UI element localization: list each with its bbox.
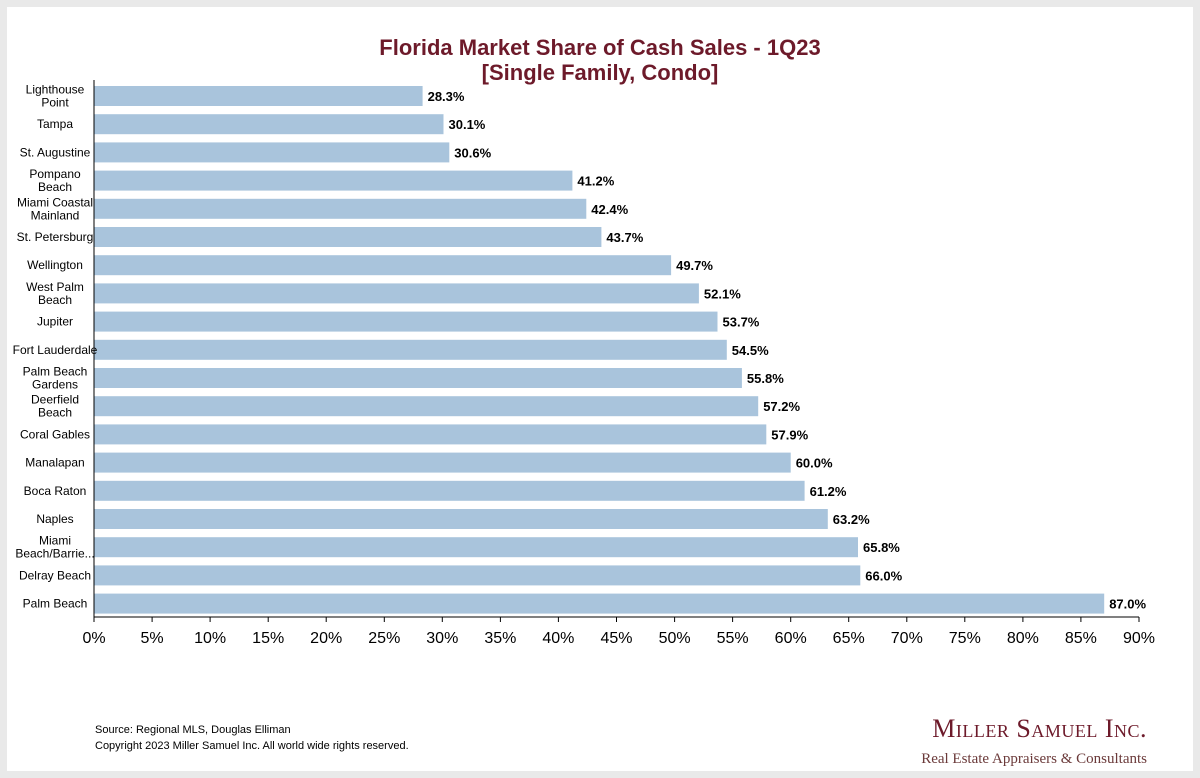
category-label: Lighthouse Point — [26, 83, 85, 110]
x-tick-label: 50% — [659, 630, 691, 647]
category-label: Miami Coastal Mainland — [17, 195, 93, 222]
category-label: West Palm Beach — [26, 280, 84, 307]
bar-value-label: 28.3% — [428, 89, 465, 104]
category-label: Miami Beach/Barrie... — [15, 534, 94, 561]
chart-subtitle: [Single Family, Condo] — [481, 60, 719, 85]
bar — [94, 593, 1105, 614]
category-label: St. Augustine — [20, 145, 91, 159]
x-tick-label: 45% — [600, 630, 632, 647]
x-tick-label: 85% — [1065, 630, 1097, 647]
bar-value-label: 42.4% — [591, 202, 628, 217]
category-label: Pompano Beach — [29, 167, 81, 194]
bar — [94, 170, 573, 191]
bar — [94, 114, 444, 135]
bar-value-label: 63.2% — [833, 512, 870, 527]
category-label: Naples — [36, 512, 73, 526]
bar-value-label: 43.7% — [606, 230, 643, 245]
bar-value-label: 53.7% — [723, 315, 760, 330]
bar-value-label: 65.8% — [863, 540, 900, 555]
category-label: Jupiter — [37, 315, 73, 329]
bar — [94, 311, 718, 332]
x-tick-label: 30% — [426, 630, 458, 647]
category-label: Fort Lauderdale — [13, 343, 98, 357]
chart-title: Florida Market Share of Cash Sales - 1Q2… — [379, 35, 821, 60]
x-tick-label: 5% — [141, 630, 164, 647]
bar — [94, 368, 742, 388]
bar — [94, 424, 767, 445]
bar — [94, 565, 861, 586]
x-tick-label: 75% — [949, 630, 981, 647]
x-tick-label: 40% — [542, 630, 574, 647]
bar — [94, 198, 587, 219]
category-label: Palm Beach Gardens — [23, 365, 88, 392]
category-label: St. Petersburg — [17, 230, 94, 244]
x-tick-label: 15% — [252, 630, 284, 647]
x-tick-label: 90% — [1123, 630, 1155, 647]
x-tick-label: 60% — [775, 630, 807, 647]
bar — [94, 227, 602, 247]
bar-value-label: 55.8% — [747, 371, 784, 386]
bar — [94, 452, 791, 473]
bar — [94, 255, 672, 276]
category-label: Palm Beach — [23, 597, 88, 611]
bar — [94, 142, 450, 163]
category-label: Wellington — [27, 258, 83, 272]
bar-value-label: 30.6% — [454, 145, 491, 160]
bar-value-label: 52.1% — [704, 286, 741, 301]
x-tick-label: 10% — [194, 630, 226, 647]
x-tick-label: 35% — [484, 630, 516, 647]
x-tick-label: 25% — [368, 630, 400, 647]
x-tick-label: 0% — [82, 630, 105, 647]
bar-value-label: 61.2% — [810, 484, 847, 499]
x-tick-label: 65% — [833, 630, 865, 647]
company-logo-name: Miller Samuel Inc. — [932, 714, 1147, 743]
category-label: Coral Gables — [20, 427, 90, 441]
bar — [94, 339, 727, 360]
category-label: Tampa — [37, 117, 73, 131]
footer-source: Source: Regional MLS, Douglas Elliman — [95, 724, 291, 736]
bar-value-label: 30.1% — [449, 117, 486, 132]
x-tick-label: 55% — [717, 630, 749, 647]
bar-value-label: 57.9% — [771, 427, 808, 442]
bar — [94, 86, 423, 106]
x-tick-label: 20% — [310, 630, 342, 647]
bar-value-label: 57.2% — [763, 399, 800, 414]
category-label: Boca Raton — [24, 484, 87, 498]
bar — [94, 396, 759, 417]
category-label: Deerfield Beach — [31, 393, 79, 420]
bar-value-label: 54.5% — [732, 343, 769, 358]
bar-value-label: 60.0% — [796, 456, 833, 471]
category-label: Manalapan — [25, 456, 84, 470]
bar — [94, 509, 828, 529]
footer-copyright: Copyright 2023 Miller Samuel Inc. All wo… — [95, 740, 409, 752]
chart-frame: Florida Market Share of Cash Sales - 1Q2… — [7, 7, 1193, 771]
bar-value-label: 87.0% — [1109, 597, 1146, 612]
bar — [94, 283, 699, 304]
bar — [94, 480, 805, 501]
bar-value-label: 41.2% — [577, 174, 614, 189]
x-tick-label: 80% — [1007, 630, 1039, 647]
x-tick-label: 70% — [891, 630, 923, 647]
bar — [94, 537, 858, 558]
bar-value-label: 66.0% — [865, 568, 902, 583]
company-logo-tagline: Real Estate Appraisers & Consultants — [921, 751, 1147, 767]
category-label: Delray Beach — [19, 568, 91, 582]
bar-value-label: 49.7% — [676, 258, 713, 273]
